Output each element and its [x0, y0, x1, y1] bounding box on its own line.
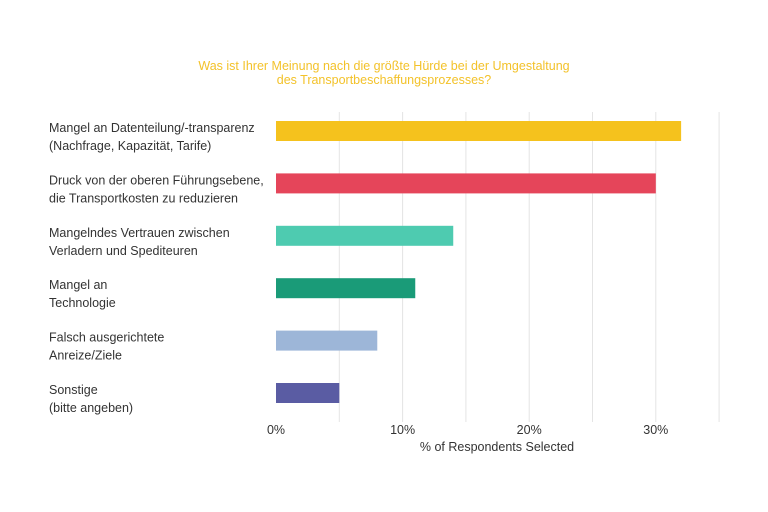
bar: [276, 121, 682, 141]
x-axis-label: % of Respondents Selected: [420, 440, 574, 454]
bar: [276, 278, 416, 299]
chart-title-line-1: Was ist Ihrer Meinung nach die größte Hü…: [198, 59, 570, 73]
category-label: Falsch ausgerichtete: [49, 331, 164, 345]
bar: [276, 383, 340, 403]
category-label: Mangel an Datenteilung/-transparenz: [49, 121, 255, 135]
bar: [276, 330, 378, 351]
category-label: Sonstige: [49, 383, 98, 397]
chart-title: Was ist Ihrer Meinung nach die größte Hü…: [0, 59, 768, 87]
bar: [276, 173, 656, 194]
x-tick-label: 0%: [267, 423, 285, 437]
category-label: (bitte angeben): [49, 401, 133, 415]
category-label: Anreize/Ziele: [49, 349, 122, 363]
category-label: Mangel an: [49, 278, 107, 292]
x-tick-label: 10%: [390, 423, 415, 437]
category-label: Druck von der oberen Führungsebene,: [49, 173, 264, 187]
category-label: Technologie: [49, 296, 116, 310]
category-label: Verladern und Spediteuren: [49, 244, 198, 258]
category-label: die Transportkosten zu reduzieren: [49, 191, 238, 205]
category-label: Mangelndes Vertrauen zwischen: [49, 226, 230, 240]
chart-title-line-2: des Transportbeschaffungsprozesses?: [276, 73, 492, 87]
x-tick-label: 30%: [643, 423, 668, 437]
bar: [276, 225, 454, 246]
category-label: (Nachfrage, Kapazität, Tarife): [49, 139, 211, 153]
x-tick-label: 20%: [517, 423, 542, 437]
